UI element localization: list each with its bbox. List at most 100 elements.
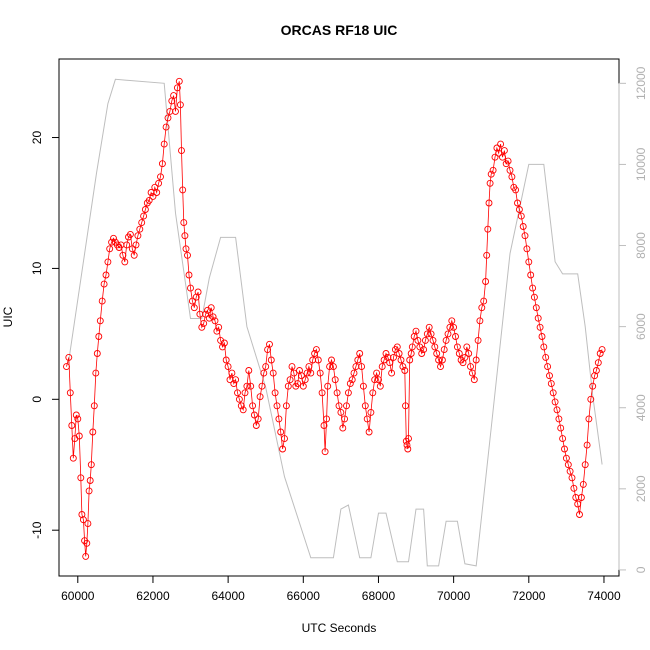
uic-point (399, 363, 407, 371)
uic-point (162, 123, 170, 131)
uic-point (249, 402, 257, 410)
uic-point (149, 192, 157, 200)
uic-point (190, 304, 198, 312)
uic-point (570, 484, 578, 492)
uic-point (262, 363, 270, 371)
y-tick-label: 0 (30, 396, 44, 403)
uic-point (333, 389, 341, 397)
uic-point (529, 284, 537, 292)
uic-point (378, 363, 386, 371)
uic-point (373, 369, 381, 377)
uic-point (452, 333, 459, 340)
uic-point (521, 232, 529, 240)
uic-point (515, 206, 523, 213)
uic-point (86, 477, 94, 484)
uic-point (79, 516, 87, 524)
uic-point (461, 353, 469, 361)
uic-point (188, 297, 196, 305)
uic-point (525, 258, 533, 266)
uic-point (341, 415, 349, 423)
uic-point (232, 376, 240, 384)
uic-point (596, 350, 604, 357)
uic-point (176, 101, 184, 109)
uic-point (284, 382, 292, 390)
uic-point (181, 232, 189, 240)
x-tick-label: 62000 (136, 589, 170, 603)
uic-point (89, 428, 97, 436)
uic-point (87, 461, 95, 469)
uic-point (359, 382, 367, 390)
x-tick-label: 66000 (287, 589, 321, 603)
uic-point (339, 424, 347, 432)
uic-point (484, 225, 492, 233)
uic-point (275, 415, 283, 423)
uic-point (260, 369, 268, 377)
uic-point (418, 350, 426, 357)
uic-point (95, 333, 103, 340)
uic-point (517, 212, 525, 220)
altitude-series (67, 78, 603, 567)
uic-point (247, 382, 255, 390)
uic-point (134, 232, 142, 240)
uic-point (269, 369, 277, 377)
uic-point (187, 284, 194, 292)
uic-point (589, 382, 597, 390)
uic-point (288, 363, 296, 371)
uic-point (506, 166, 514, 174)
uic-point (499, 153, 506, 161)
uic-point (82, 552, 90, 560)
uic-point (66, 389, 74, 397)
uic-point (311, 350, 319, 357)
uic-point (395, 350, 403, 357)
uic-point (234, 389, 241, 397)
uic-point (358, 363, 366, 371)
uic-point (421, 336, 429, 344)
uic-point (551, 398, 559, 406)
y-tick-label: -10 (30, 521, 44, 539)
uic-point (241, 389, 249, 397)
uic-point (170, 92, 178, 100)
uic-point (504, 157, 512, 165)
uic-point (500, 147, 508, 155)
uic-point (235, 395, 243, 403)
uic-point (98, 297, 106, 305)
uic-point (406, 356, 414, 364)
uic-point (598, 346, 606, 354)
uic-point (523, 245, 531, 253)
uic-point (104, 258, 112, 266)
uic-point (215, 323, 223, 331)
uic-point (407, 350, 415, 357)
uic-point (245, 367, 253, 374)
uic-point (594, 359, 602, 367)
uic-point (343, 402, 350, 410)
uic-point (442, 336, 450, 344)
uic-point (403, 441, 411, 449)
uic-point (254, 415, 262, 423)
uic-point (267, 356, 275, 364)
altitude-line (67, 78, 603, 567)
uic-point (402, 402, 409, 410)
uic-point (158, 160, 166, 168)
uic-point (230, 380, 238, 388)
x-axis-label: UTC Seconds (302, 621, 377, 635)
uic-point (468, 369, 476, 377)
uic-point (108, 238, 116, 246)
uic-point (77, 474, 85, 482)
uic-point (365, 428, 373, 436)
uic-point (279, 445, 287, 453)
uic-point (564, 461, 572, 469)
y-tick-label: 10 (30, 261, 44, 275)
uic-point (72, 411, 80, 419)
uic-point (110, 234, 117, 242)
uic-point (367, 408, 375, 416)
x-tick-label: 64000 (211, 589, 245, 603)
uic-point (121, 258, 129, 266)
uic-point (559, 435, 567, 443)
uic-point (431, 343, 439, 351)
x-tick-label: 74000 (587, 589, 621, 603)
uic-point (579, 480, 587, 488)
uic-point (463, 343, 471, 351)
uic-point (514, 199, 521, 207)
uic-point (350, 369, 358, 377)
